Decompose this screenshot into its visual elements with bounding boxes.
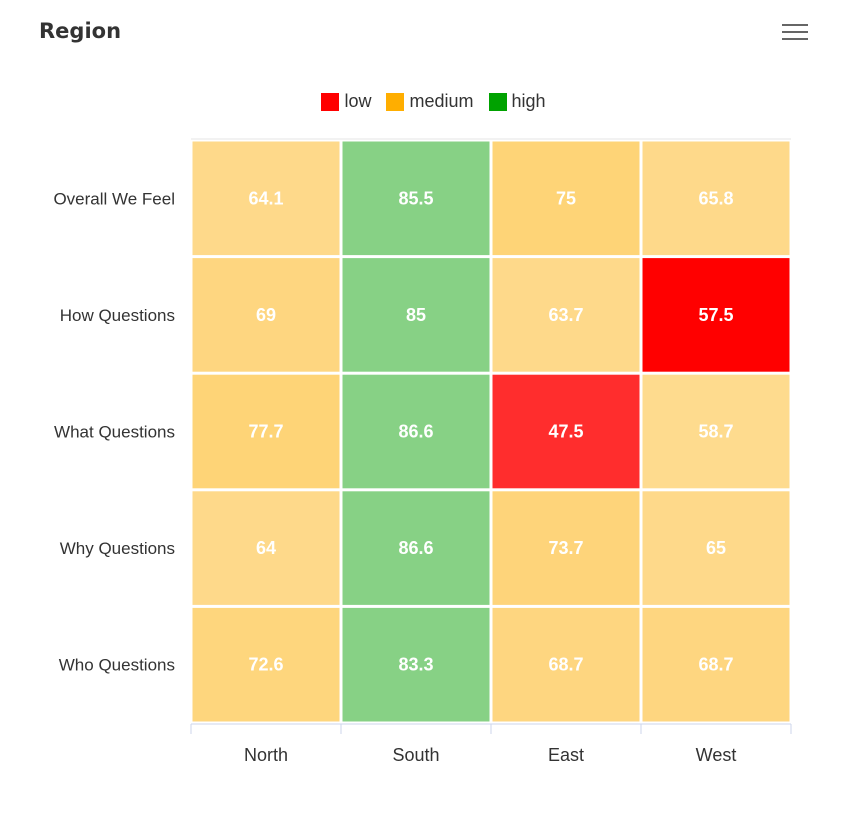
- chart-title: Region: [39, 19, 122, 43]
- cell-value-label: 47.5: [548, 422, 583, 442]
- heatmap-cell[interactable]: [192, 607, 340, 722]
- heatmap-cell[interactable]: [192, 258, 340, 372]
- cell-value-label: 65.8: [698, 188, 733, 208]
- cell-value-label: 69: [256, 305, 276, 325]
- cell-value-label: 68.7: [698, 655, 733, 675]
- legend-swatch: [321, 92, 340, 111]
- legend-item-low[interactable]: low: [321, 91, 371, 112]
- y-axis-label: How Questions: [60, 306, 175, 325]
- cell-value-label: 75: [556, 188, 576, 208]
- y-axis-label: Why Questions: [60, 539, 175, 558]
- cell-value-label: 85: [406, 305, 426, 325]
- cell-value-label: 65: [706, 538, 726, 558]
- legend-swatch: [386, 92, 405, 111]
- y-axis-label: Who Questions: [59, 656, 175, 675]
- x-axis-label: East: [548, 745, 584, 765]
- legend-label: medium: [409, 91, 474, 111]
- cell-value-label: 68.7: [548, 655, 583, 675]
- heatmap-cell[interactable]: [192, 374, 340, 489]
- hamburger-menu-icon[interactable]: [782, 24, 808, 42]
- heatmap-cell[interactable]: [492, 491, 640, 605]
- heatmap-cell[interactable]: [342, 258, 490, 372]
- heatmap-cell[interactable]: [492, 258, 640, 372]
- cell-value-label: 64: [256, 538, 276, 558]
- heatmap-cell[interactable]: [192, 141, 340, 256]
- heatmap-cell[interactable]: [642, 141, 790, 256]
- legend-label: low: [344, 91, 372, 111]
- heatmap-cell[interactable]: [342, 374, 490, 489]
- y-axis-label: Overall We Feel: [53, 189, 175, 208]
- legend-item-medium[interactable]: medium: [386, 91, 474, 112]
- heatmap-cell[interactable]: [492, 141, 640, 256]
- legend-swatch: [488, 92, 507, 111]
- cell-value-label: 85.5: [398, 188, 433, 208]
- heatmap-cell[interactable]: [492, 374, 640, 489]
- cell-value-label: 64.1: [248, 188, 283, 208]
- heatmap-cell[interactable]: [642, 491, 790, 605]
- heatmap-cell[interactable]: [492, 607, 640, 722]
- heatmap-cell[interactable]: [642, 607, 790, 722]
- y-axis-label: What Questions: [54, 423, 175, 442]
- cell-value-label: 72.6: [248, 655, 283, 675]
- cell-value-label: 86.6: [398, 422, 433, 442]
- heatmap-cell[interactable]: [192, 491, 340, 605]
- cell-value-label: 58.7: [698, 422, 733, 442]
- cell-value-label: 86.6: [398, 538, 433, 558]
- cell-value-label: 83.3: [398, 655, 433, 675]
- legend: low medium high: [0, 91, 860, 112]
- cell-value-label: 63.7: [548, 305, 583, 325]
- legend-label: high: [511, 91, 546, 111]
- x-axis-label: North: [244, 745, 288, 765]
- cell-value-label: 77.7: [248, 422, 283, 442]
- x-axis-label: South: [392, 745, 439, 765]
- heatmap-cell[interactable]: [342, 491, 490, 605]
- heatmap-cell[interactable]: [342, 607, 490, 722]
- cell-value-label: 57.5: [698, 305, 733, 325]
- heatmap-cell[interactable]: [342, 141, 490, 256]
- heatmap-cell[interactable]: [642, 374, 790, 489]
- x-axis-label: West: [696, 745, 737, 765]
- heatmap-cell[interactable]: [642, 258, 790, 372]
- cell-value-label: 73.7: [548, 538, 583, 558]
- legend-item-high[interactable]: high: [488, 91, 546, 112]
